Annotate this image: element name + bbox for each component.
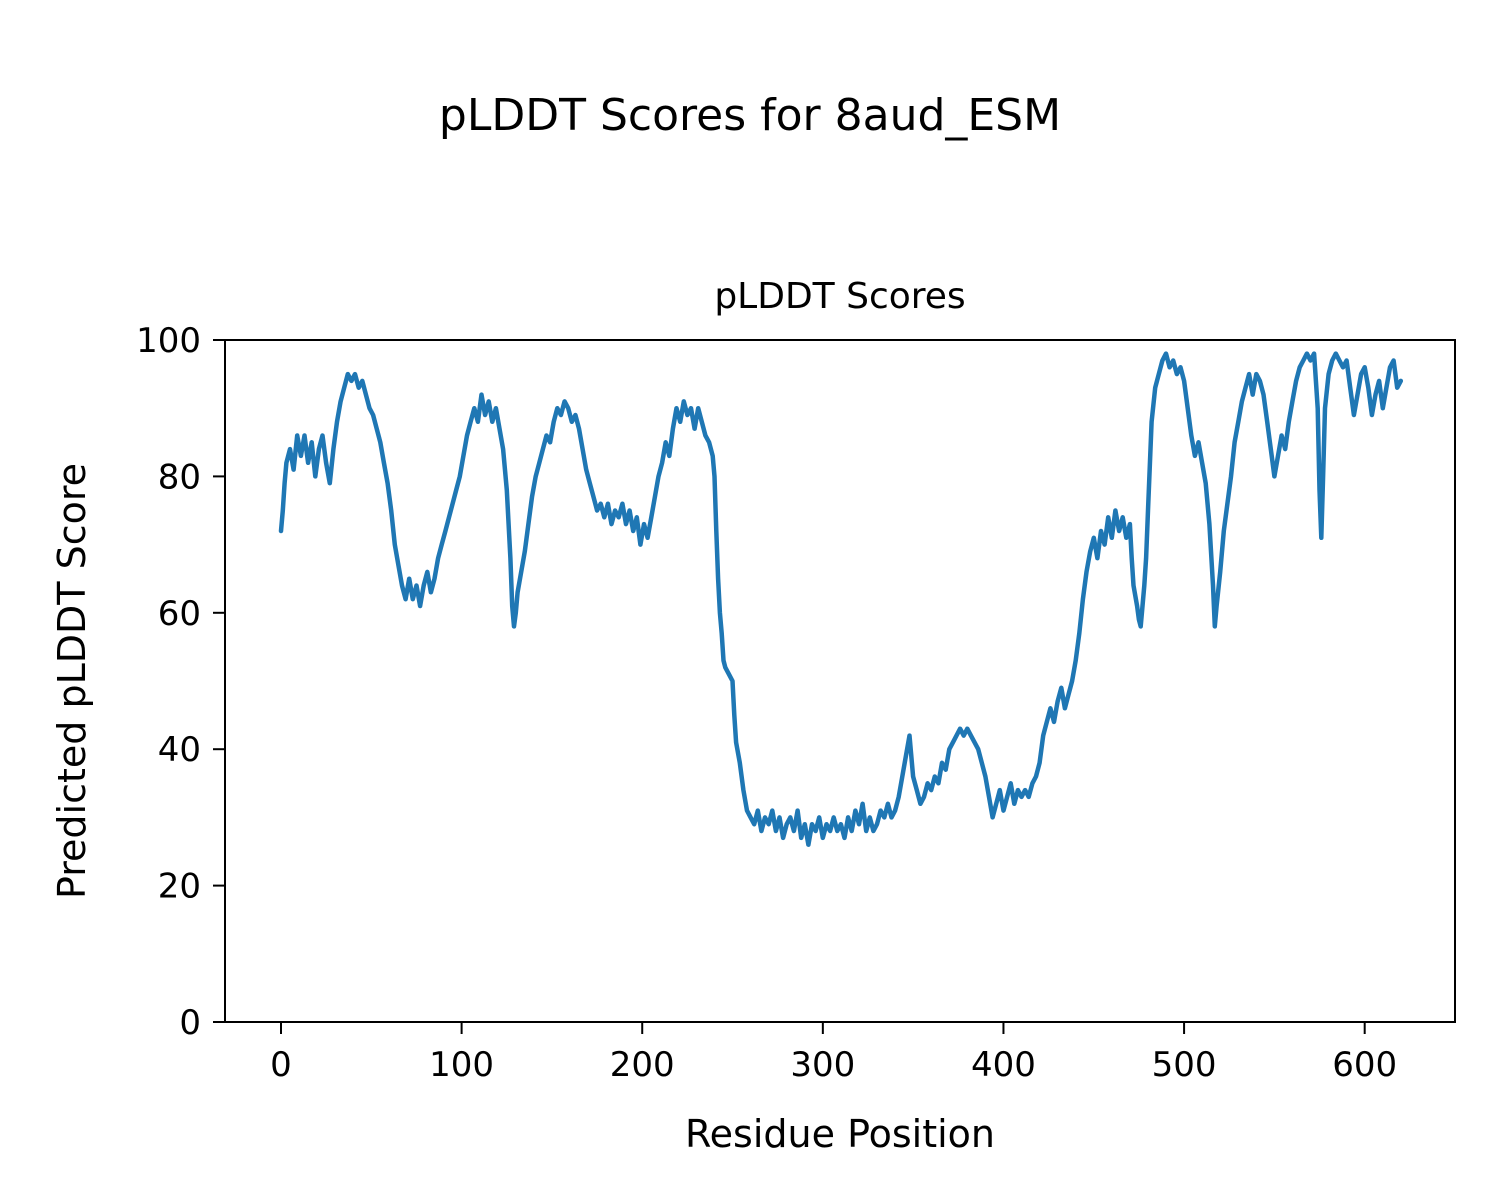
x-tick-label: 200 bbox=[610, 1045, 675, 1085]
x-tick-label: 400 bbox=[971, 1045, 1036, 1085]
x-tick-label: 300 bbox=[790, 1045, 855, 1085]
x-axis-label: Residue Position bbox=[684, 1112, 996, 1156]
axes-title: pLDDT Scores bbox=[714, 276, 966, 317]
x-tick-label: 100 bbox=[429, 1045, 494, 1085]
data-line bbox=[278, 351, 1404, 847]
y-tick-label: 80 bbox=[158, 457, 201, 497]
axes-spines bbox=[224, 339, 1456, 1023]
x-tick-label: 0 bbox=[270, 1045, 292, 1085]
y-tick-label: 60 bbox=[158, 594, 201, 634]
y-tick-label: 20 bbox=[158, 867, 201, 907]
y-tick-label: 40 bbox=[158, 730, 201, 770]
x-tick-label: 600 bbox=[1332, 1045, 1397, 1085]
y-tick-label: 100 bbox=[136, 321, 201, 361]
x-tick-label: 500 bbox=[1152, 1045, 1217, 1085]
figure-title: pLDDT Scores for 8aud_ESM bbox=[438, 90, 1062, 141]
y-axis-label: Predicted pLDDT Score bbox=[50, 463, 94, 899]
y-tick-label: 0 bbox=[179, 1003, 201, 1043]
